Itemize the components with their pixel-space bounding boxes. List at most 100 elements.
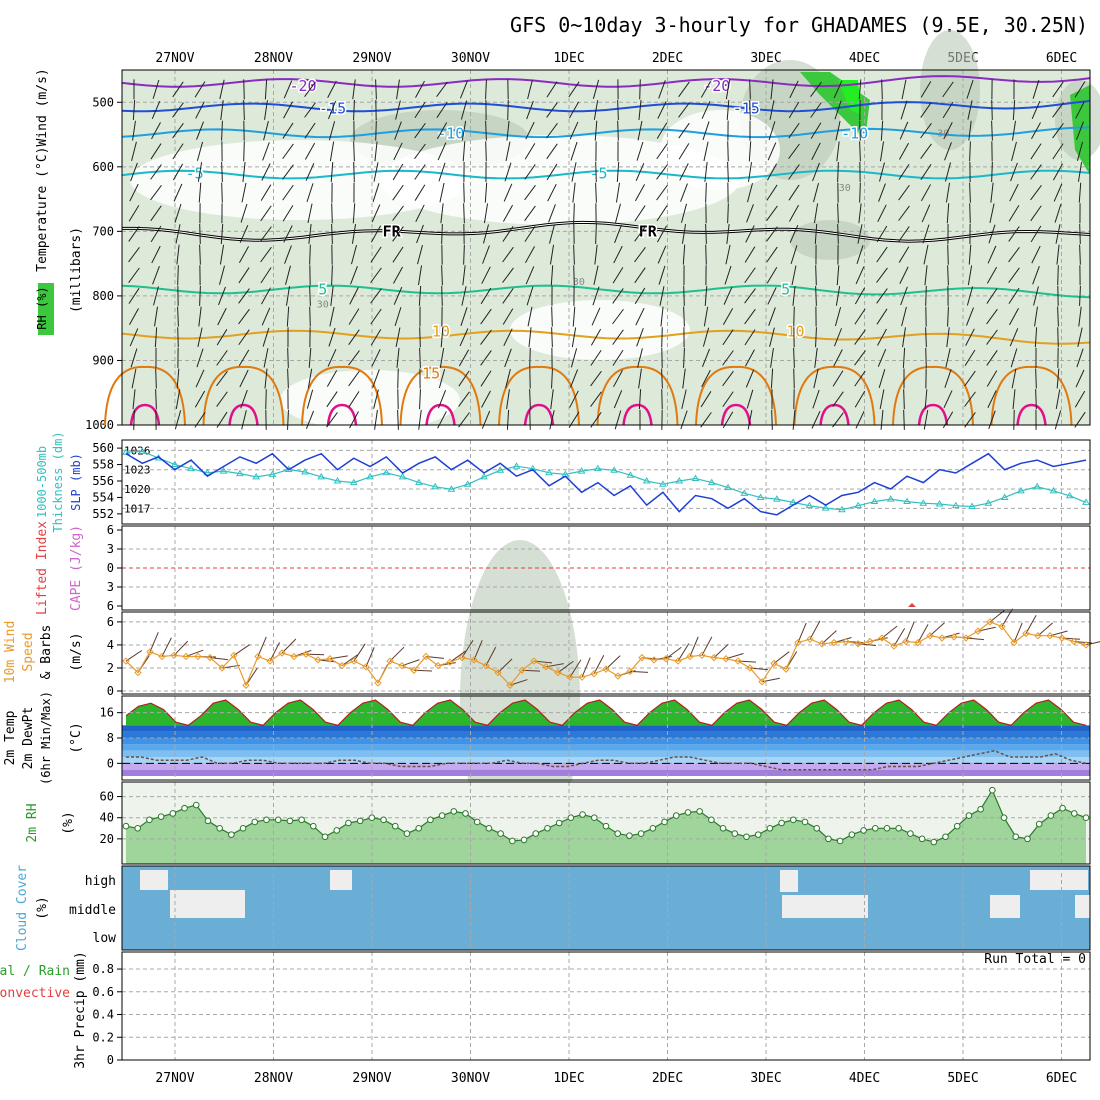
wind-barb bbox=[459, 328, 469, 347]
isotherm-line bbox=[121, 100, 1091, 113]
wind-barb bbox=[903, 389, 905, 410]
rh2m-tick-label: 40 bbox=[100, 811, 114, 825]
wind-barb bbox=[858, 203, 862, 224]
wind-barb bbox=[656, 122, 668, 139]
wind-barb bbox=[239, 224, 249, 243]
cloud-gap bbox=[782, 895, 868, 918]
slp-thickness-frame bbox=[121, 439, 1091, 525]
wind-barb bbox=[485, 141, 487, 162]
wind-barb bbox=[925, 327, 927, 348]
wind-barb bbox=[1052, 163, 1064, 181]
precip-tick-label: 0.2 bbox=[92, 1030, 114, 1044]
wind-barb bbox=[373, 389, 379, 409]
thickness-point bbox=[203, 468, 212, 476]
wind-barb bbox=[792, 409, 796, 430]
wind-barb bbox=[265, 389, 267, 410]
wind-speed-point bbox=[482, 661, 490, 670]
rh2m-point bbox=[380, 816, 387, 824]
wind-barb bbox=[549, 244, 555, 265]
wind-barb bbox=[837, 161, 839, 182]
wind-barb bbox=[920, 184, 932, 202]
date-label-bottom: 1DEC bbox=[553, 1071, 584, 1086]
rh2m-point bbox=[672, 812, 680, 819]
wind-barb bbox=[283, 101, 293, 119]
wind-barb bbox=[1030, 225, 1042, 243]
wind-barb bbox=[726, 223, 730, 244]
wind-barb bbox=[526, 286, 534, 306]
wind-barb bbox=[767, 287, 777, 305]
wind-barb bbox=[944, 142, 952, 161]
wind-barb bbox=[573, 265, 575, 286]
wind-barb bbox=[329, 141, 335, 162]
wind-barb bbox=[986, 266, 998, 284]
wind-barb bbox=[614, 224, 622, 244]
cloud-level-label: low bbox=[93, 931, 117, 946]
wind-barb bbox=[1075, 369, 1085, 388]
isotherm-label: FR bbox=[639, 222, 658, 240]
wind-barb bbox=[683, 347, 685, 368]
wind-barb bbox=[285, 265, 291, 285]
wind-barb bbox=[328, 100, 336, 120]
wind-barb bbox=[569, 369, 579, 388]
wind-speed-point bbox=[734, 657, 742, 665]
wind-barb bbox=[414, 101, 426, 119]
wind-barb bbox=[899, 142, 909, 160]
wind-barb bbox=[371, 204, 381, 223]
wind-barb bbox=[197, 162, 203, 182]
wind-barb bbox=[767, 142, 777, 161]
rh2m-point bbox=[708, 816, 715, 824]
thickness-point bbox=[951, 501, 960, 509]
wind-barb bbox=[722, 308, 734, 325]
wind-barb bbox=[194, 81, 206, 98]
cloud-frame bbox=[121, 865, 1091, 951]
wind-barb bbox=[396, 79, 400, 100]
wind-barb bbox=[329, 306, 335, 327]
wind-barb-10m bbox=[773, 651, 790, 664]
wind-barb bbox=[964, 349, 976, 367]
wind-barb bbox=[613, 390, 623, 409]
wind-barb-10m bbox=[713, 643, 729, 658]
rh2m-point bbox=[333, 827, 341, 834]
wind-barb bbox=[965, 328, 975, 346]
wind-barb bbox=[130, 348, 138, 368]
wind-barb bbox=[263, 121, 269, 141]
wind-barb bbox=[810, 102, 822, 118]
wind-barb bbox=[550, 389, 554, 410]
wind-barb bbox=[263, 348, 269, 368]
wind-barb bbox=[392, 163, 404, 181]
wind-barb bbox=[546, 102, 558, 118]
wind-barb bbox=[634, 205, 646, 222]
isotherm-label: -10 bbox=[841, 124, 868, 142]
wind-barb bbox=[463, 203, 465, 224]
wind-speed-point bbox=[278, 649, 286, 657]
wind-barb bbox=[612, 308, 624, 325]
rh2m-point bbox=[509, 837, 516, 845]
wind-barb bbox=[216, 329, 228, 346]
wind-barb bbox=[793, 306, 795, 327]
wind-barb bbox=[876, 308, 888, 325]
thickness-point bbox=[236, 469, 244, 477]
wind-speed-point bbox=[290, 652, 298, 661]
wind-barb bbox=[747, 410, 753, 430]
wind-barb bbox=[353, 161, 355, 182]
wind-barb bbox=[177, 327, 179, 348]
wind-barb bbox=[991, 100, 993, 121]
chart-title: GFS 0~10day 3-hourly for GHADAMES (9.5E,… bbox=[510, 13, 1088, 37]
wind-barb-10m bbox=[485, 646, 497, 666]
wind-barb bbox=[638, 100, 642, 120]
wind-barb bbox=[436, 81, 448, 98]
wind-barb bbox=[151, 122, 161, 140]
wind-barb bbox=[1079, 223, 1081, 244]
wind-barb-10m bbox=[581, 657, 591, 678]
wind-barb bbox=[832, 391, 844, 407]
wind-speed-point bbox=[158, 652, 166, 661]
wind-barb bbox=[506, 120, 510, 141]
wind-barb bbox=[1032, 79, 1040, 99]
wind-barb bbox=[503, 328, 513, 346]
wind-barb bbox=[744, 246, 756, 263]
wind-barb bbox=[683, 285, 685, 306]
thickness-point bbox=[1017, 486, 1025, 494]
wind-barb bbox=[986, 287, 998, 304]
wind-barb bbox=[1008, 267, 1020, 283]
wind-barb bbox=[417, 244, 423, 265]
